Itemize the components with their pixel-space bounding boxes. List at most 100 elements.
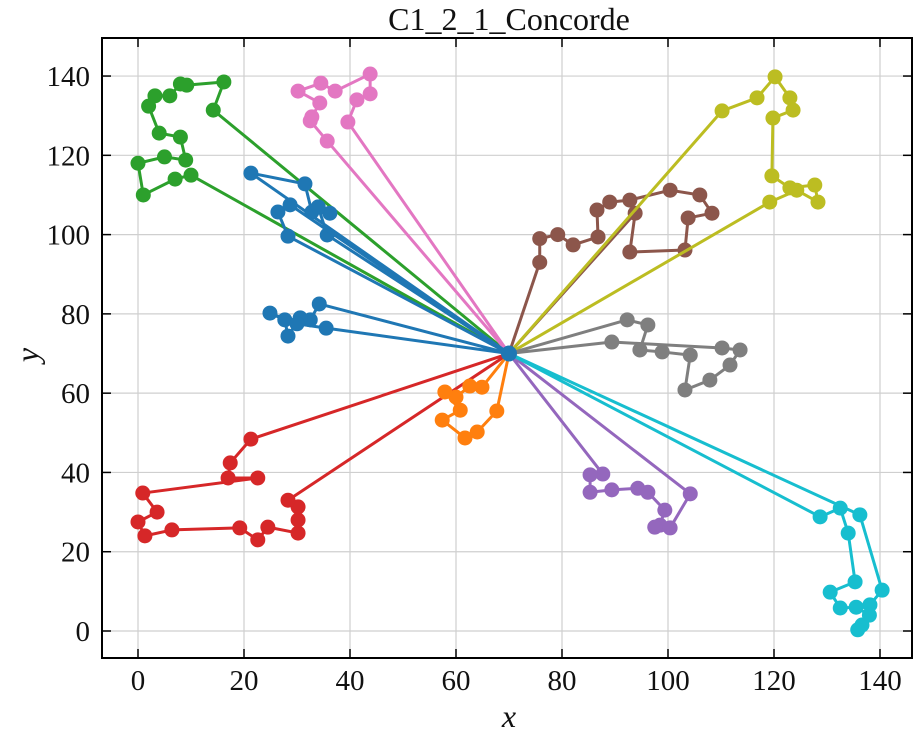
route-red: [130, 352, 510, 548]
customer-point: [789, 182, 805, 198]
customer-point: [250, 532, 266, 548]
customer-point: [662, 520, 678, 536]
y-tick-label: 60: [61, 378, 90, 410]
route-line: [136, 352, 510, 542]
customer-point: [762, 194, 778, 210]
customer-point: [692, 187, 708, 203]
route-green: [130, 74, 510, 355]
customer-point: [532, 254, 548, 270]
axis-ticks: 0 20 40 60 80 100 120 140 0 20 40 60 80 100 120 140: [47, 38, 912, 697]
customer-point: [822, 584, 838, 600]
customer-point: [469, 424, 485, 440]
customer-point: [632, 342, 648, 358]
customer-point: [807, 177, 823, 193]
customer-point: [310, 199, 326, 215]
customer-point: [782, 90, 798, 106]
customer-point: [311, 296, 327, 312]
customer-point: [312, 95, 328, 111]
customer-point: [220, 470, 236, 486]
customer-point: [172, 129, 188, 145]
customer-point: [619, 312, 635, 328]
customer-point: [260, 519, 276, 535]
customer-point: [157, 149, 172, 165]
customer-point: [167, 171, 183, 187]
customer-point: [654, 344, 670, 360]
customer-point: [590, 229, 606, 245]
route-orange: [434, 352, 511, 446]
customer-point: [682, 347, 698, 363]
customer-point: [595, 466, 611, 482]
customer-point: [714, 103, 730, 119]
customer-point: [448, 389, 464, 405]
route-line: [136, 80, 510, 355]
customer-point: [840, 525, 856, 541]
y-tick-label: 0: [76, 616, 91, 648]
customer-point: [582, 484, 598, 500]
customer-point: [322, 205, 338, 221]
routes: [130, 66, 890, 638]
x-tick-label: 120: [752, 665, 796, 697]
customer-point: [812, 509, 828, 525]
customer-point: [765, 110, 781, 126]
customer-point: [297, 176, 313, 192]
x-tick-label: 0: [131, 665, 146, 697]
x-tick-label: 20: [230, 665, 259, 697]
customer-point: [282, 197, 298, 213]
customer-point: [349, 92, 365, 108]
customer-point: [722, 357, 738, 373]
customer-point: [604, 482, 620, 498]
customer-point: [657, 502, 673, 518]
route-blue-upper-1: [243, 165, 510, 355]
customer-point: [362, 86, 378, 102]
customer-point: [179, 77, 195, 93]
customer-point: [130, 155, 146, 171]
customer-point: [474, 379, 490, 395]
customer-point: [313, 75, 329, 91]
customer-point: [434, 412, 450, 428]
customer-point: [732, 342, 748, 358]
customer-point: [216, 74, 232, 90]
route-brown: [507, 182, 720, 355]
customer-point: [702, 372, 718, 388]
customer-point: [462, 378, 478, 394]
customer-point: [147, 88, 163, 104]
x-tick-label: 140: [858, 665, 902, 697]
x-tick-label: 100: [646, 665, 690, 697]
route-blue-lower: [262, 296, 510, 356]
plot-frame: [101, 37, 913, 659]
customer-point: [319, 133, 335, 149]
customer-point: [340, 114, 356, 130]
chart-title: C1_2_1_Concorde: [388, 1, 630, 37]
route-purple: [507, 352, 698, 536]
customer-point: [452, 402, 468, 418]
x-tick-label: 80: [548, 665, 577, 697]
y-tick-label: 80: [61, 299, 90, 331]
customer-point: [162, 88, 178, 104]
route-line: [507, 352, 692, 530]
customer-point: [832, 500, 848, 516]
route-gray: [508, 312, 748, 398]
customer-point: [589, 202, 605, 218]
customer-point: [437, 384, 453, 400]
customer-point: [149, 504, 165, 520]
customer-point: [270, 204, 286, 220]
customer-point: [861, 607, 877, 623]
customer-point: [280, 492, 296, 508]
route-pink: [290, 66, 511, 355]
customer-point: [290, 512, 306, 528]
customer-point: [280, 228, 296, 244]
customer-point: [290, 525, 306, 541]
customer-point: [362, 66, 378, 82]
x-tick-label: 60: [442, 665, 471, 697]
y-tick-label: 40: [61, 457, 90, 489]
customer-point: [662, 182, 678, 198]
customer-point: [304, 109, 320, 125]
customer-point: [764, 168, 780, 184]
customer-point: [622, 192, 638, 208]
customer-point: [767, 69, 783, 85]
customer-point: [640, 484, 656, 500]
customer-point: [785, 102, 801, 118]
customer-point: [243, 431, 259, 447]
customer-point: [183, 167, 199, 183]
